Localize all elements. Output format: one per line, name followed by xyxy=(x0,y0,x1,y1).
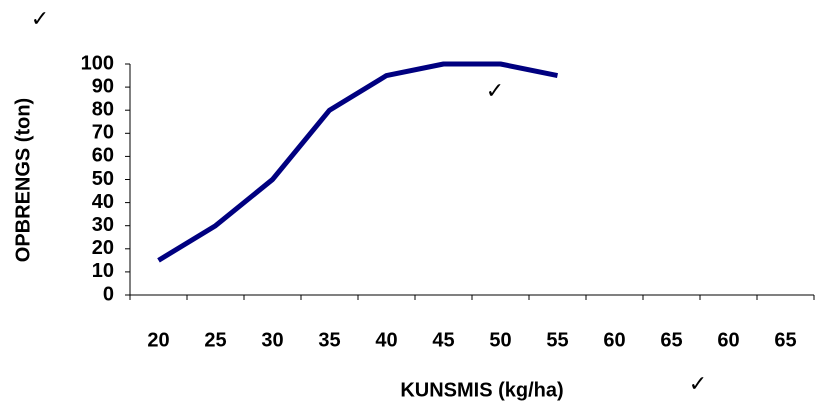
x-tick-label: 60 xyxy=(717,329,739,351)
x-tick-label: 55 xyxy=(546,329,568,351)
y-tick-label: 70 xyxy=(92,122,114,144)
x-tick-label: 45 xyxy=(432,329,454,351)
y-tick-label: 80 xyxy=(92,98,114,120)
x-tick-label: 35 xyxy=(318,329,340,351)
y-tick-label: 50 xyxy=(92,168,114,190)
x-tick-label: 40 xyxy=(375,329,397,351)
x-tick-label: 60 xyxy=(603,329,625,351)
y-tick-label: 10 xyxy=(92,260,114,282)
y-tick-label: 20 xyxy=(92,237,114,259)
annotation: ✓ xyxy=(689,371,707,396)
x-tick-label: 25 xyxy=(204,329,226,351)
x-tick-label: 30 xyxy=(261,329,283,351)
x-tick-label: 65 xyxy=(774,329,796,351)
y-tick-label: 40 xyxy=(92,191,114,213)
y-axis-title: OPBRENGS (ton) xyxy=(12,98,34,262)
y-tick-label: 90 xyxy=(92,75,114,97)
x-axis-title: KUNSMIS (kg/ha) xyxy=(400,379,563,401)
y-tick-label: 30 xyxy=(92,214,114,236)
annotation: ✓ xyxy=(486,78,504,103)
y-tick-label: 60 xyxy=(92,145,114,167)
y-tick-label: 0 xyxy=(103,283,114,305)
x-tick-label: 20 xyxy=(147,329,169,351)
data-line xyxy=(157,61,558,263)
x-tick-label: 65 xyxy=(660,329,682,351)
annotation: ✓ xyxy=(31,6,49,31)
y-tick-label: 100 xyxy=(81,52,114,74)
x-tick-label: 50 xyxy=(489,329,511,351)
